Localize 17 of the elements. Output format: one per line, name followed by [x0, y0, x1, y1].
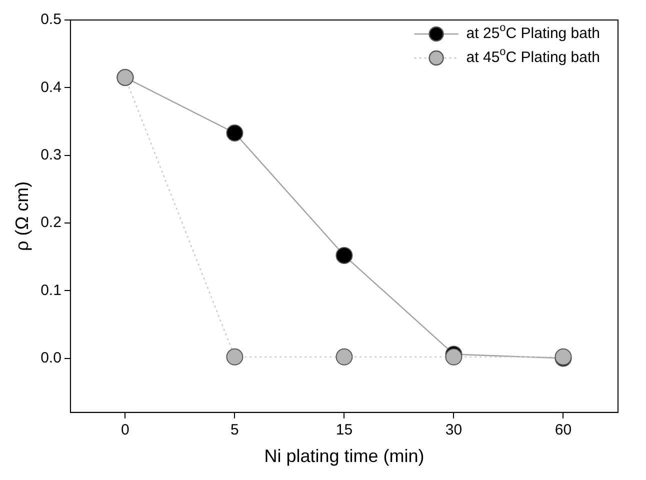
- x-tick-label: 60: [554, 422, 572, 439]
- point: [336, 348, 353, 366]
- y-tick-label: 0.4: [40, 78, 62, 96]
- y-tick-label: 0.0: [40, 349, 62, 366]
- x-axis-title: Ni plating time (min): [264, 446, 424, 466]
- x-tick-label: 15: [336, 422, 353, 439]
- x-tick-label: 0: [121, 422, 130, 439]
- point: [226, 124, 244, 142]
- point: [336, 246, 353, 264]
- y-axis-title: ρ (Ω cm): [12, 181, 32, 252]
- y-tick-label: 0.1: [40, 282, 62, 299]
- point: [226, 348, 244, 366]
- y-tick-label: 0.5: [40, 11, 62, 28]
- y-tick-label: 0.2: [40, 214, 62, 232]
- y-tick-label: 0.3: [40, 146, 62, 164]
- x-tick-label: 5: [230, 422, 239, 439]
- x-tick-label: 30: [445, 422, 462, 439]
